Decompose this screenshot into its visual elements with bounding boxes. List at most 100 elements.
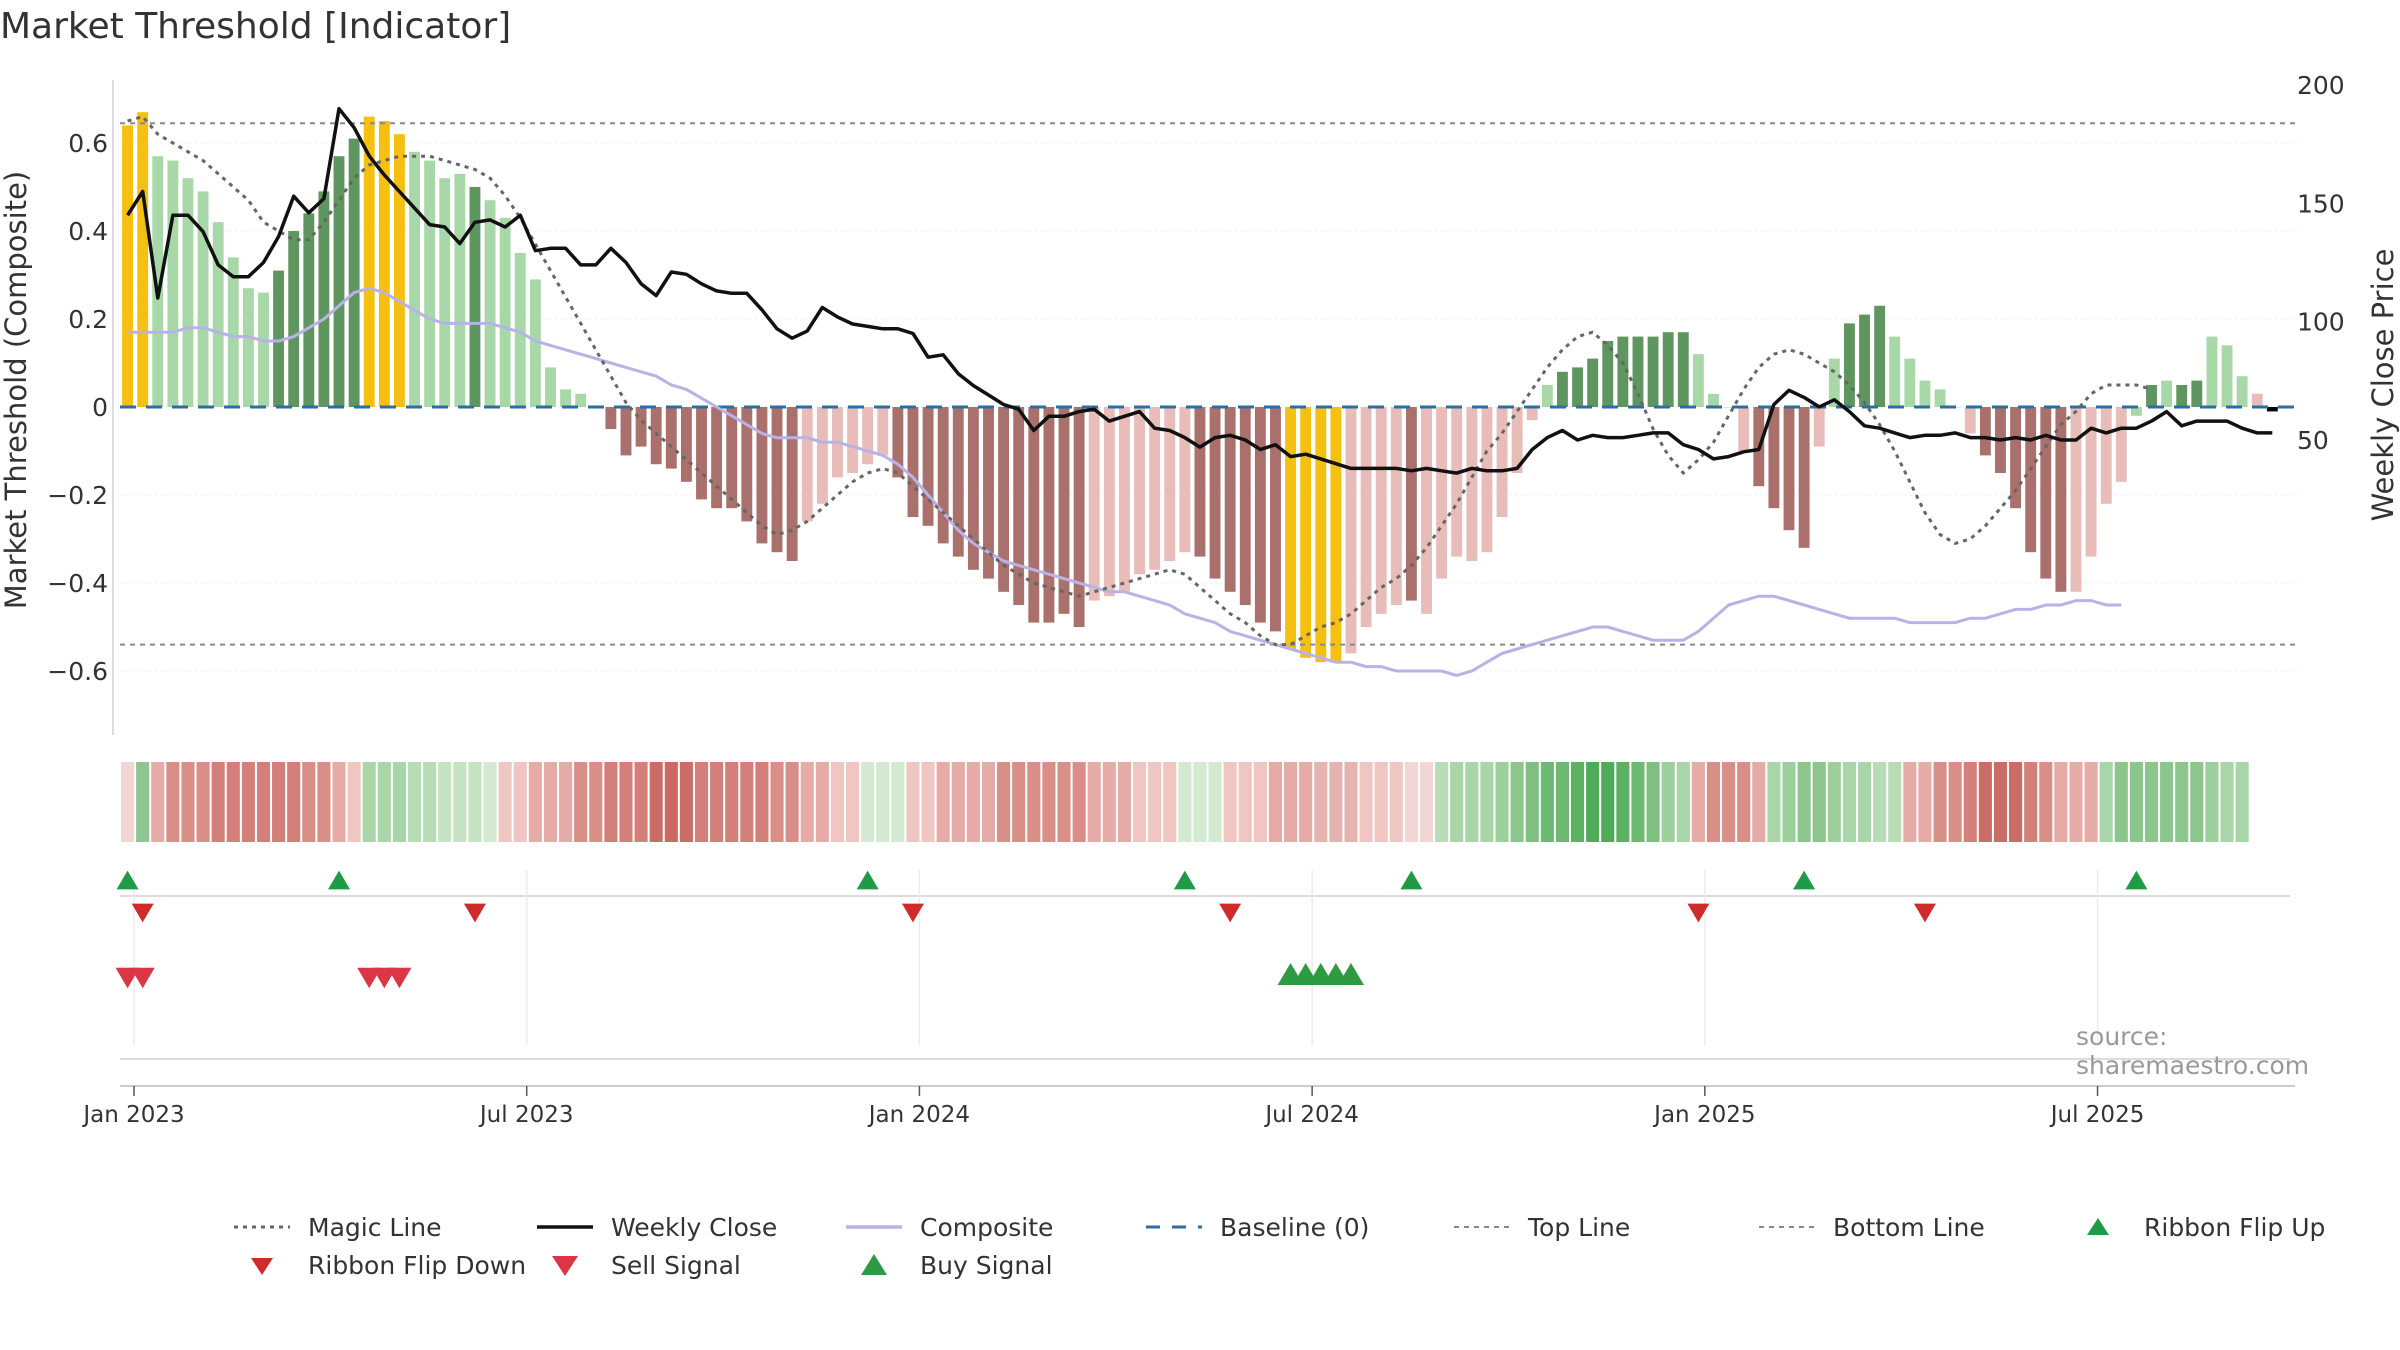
composite-bar — [1587, 358, 1599, 407]
composite-bar — [499, 217, 511, 407]
composite-bar — [1073, 407, 1085, 627]
composite-bar — [1602, 341, 1614, 407]
composite-bar — [212, 222, 224, 407]
composite-bar — [1813, 407, 1825, 447]
ribbon-cell — [2054, 762, 2068, 842]
sell-signal-marker — [387, 967, 412, 989]
legend-label: Ribbon Flip Up — [2144, 1212, 2326, 1242]
ribbon-flip-down-marker — [463, 903, 486, 923]
ribbon-cell — [1797, 762, 1811, 842]
composite-bar — [1632, 336, 1644, 407]
composite-bar — [1164, 407, 1176, 561]
y-tick-label-left: −0.6 — [47, 657, 108, 686]
composite-bar — [1149, 407, 1161, 570]
composite-bar — [2100, 407, 2112, 504]
composite-bar — [1859, 314, 1870, 407]
legend-item: Magic Line — [230, 1212, 442, 1242]
lavender-line-icon — [846, 1225, 902, 1229]
ribbon-cell — [1631, 762, 1645, 842]
ribbon-cell — [166, 762, 180, 842]
ribbon-cell — [1722, 762, 1736, 842]
composite-bar — [1451, 407, 1463, 557]
ribbon-cell — [936, 762, 950, 842]
legend-item: Composite — [842, 1212, 1053, 1242]
composite-bar — [1330, 407, 1342, 663]
ribbon-cell — [2009, 762, 2023, 842]
legend-item: Sell Signal — [533, 1250, 741, 1280]
composite-bar — [1390, 407, 1402, 605]
ribbon-cell — [604, 762, 618, 842]
composite-bar — [545, 367, 556, 407]
triangle-down-icon — [251, 1258, 273, 1275]
legend-item: Ribbon Flip Down — [230, 1250, 526, 1280]
ribbon-cell — [1404, 762, 1418, 842]
y-tick-label-left: 0 — [92, 393, 108, 422]
ribbon-cell — [1586, 762, 1600, 842]
ribbon-cell — [1933, 762, 1947, 842]
composite-bar — [1375, 407, 1387, 614]
composite-bar — [2161, 380, 2173, 407]
composite-bar — [2070, 407, 2082, 592]
ribbon-cell — [830, 762, 844, 842]
composite-bar — [1300, 407, 1312, 658]
ribbon-cell — [272, 762, 286, 842]
ribbon-cell — [121, 762, 135, 842]
ribbon-flip-up-marker — [1173, 870, 1196, 890]
composite-bar — [1904, 358, 1916, 407]
ribbon-cell — [468, 762, 482, 842]
ribbon-cell — [1163, 762, 1177, 842]
ribbon-flip-up-marker — [1793, 870, 1816, 890]
composite-bar — [2251, 393, 2263, 407]
ribbon-cell — [1646, 762, 1660, 842]
y-axis-label-left: Market Threshold (Composite) — [0, 171, 33, 609]
ribbon-cell — [483, 762, 497, 842]
composite-bar — [998, 407, 1010, 592]
composite-bar — [771, 407, 783, 553]
composite-bar — [1708, 393, 1719, 407]
composite-bar — [560, 389, 572, 407]
ribbon-cell — [2114, 762, 2128, 842]
composite-bar — [152, 156, 164, 407]
composite-bar — [952, 407, 964, 557]
composite-bar — [1134, 407, 1145, 575]
ribbon-cell — [347, 762, 361, 842]
ribbon-cell — [2069, 762, 2083, 842]
ribbon-cell — [438, 762, 452, 842]
ribbon-cell — [1299, 762, 1313, 842]
ribbon-cell — [2129, 762, 2143, 842]
legend-label: Magic Line — [308, 1212, 442, 1242]
legend-label: Top Line — [1528, 1212, 1631, 1242]
ribbon-cell — [1691, 762, 1705, 842]
ribbon-cell — [1329, 762, 1343, 842]
ribbon-cell — [1027, 762, 1041, 842]
ribbon-cell — [1117, 762, 1131, 842]
composite-bar — [1738, 407, 1750, 451]
ribbon-cell — [1495, 762, 1509, 842]
weekly-close-line — [126, 106, 2273, 475]
ribbon-cell — [2160, 762, 2174, 842]
composite-bar — [1572, 367, 1583, 407]
composite-bar — [665, 407, 677, 469]
ribbon-cell — [2099, 762, 2113, 842]
legend-item: Baseline (0) — [1142, 1212, 1369, 1242]
ribbon-cell — [876, 762, 890, 842]
ribbon-cell — [1238, 762, 1252, 842]
composite-bar — [2221, 345, 2233, 407]
composite-bar — [1964, 407, 1976, 434]
ribbon-cell — [226, 762, 240, 842]
composite-bar — [1270, 407, 1281, 632]
ribbon-cell — [966, 762, 980, 842]
composite-bar — [122, 125, 133, 408]
ribbon-cell — [694, 762, 709, 842]
composite-bar — [1405, 407, 1417, 601]
ribbon-flip-up-marker — [1400, 870, 1423, 890]
composite-bar — [1088, 407, 1100, 601]
ribbon-cell — [1178, 762, 1192, 842]
composite-bar — [1043, 407, 1055, 623]
ribbon-cell — [770, 762, 784, 842]
y-tick-label-right: 50 — [2297, 426, 2329, 455]
composite-bar — [1919, 380, 1931, 407]
composite-bar — [605, 407, 617, 429]
composite-bar — [1209, 407, 1221, 579]
ribbon-cell — [1963, 762, 1977, 842]
